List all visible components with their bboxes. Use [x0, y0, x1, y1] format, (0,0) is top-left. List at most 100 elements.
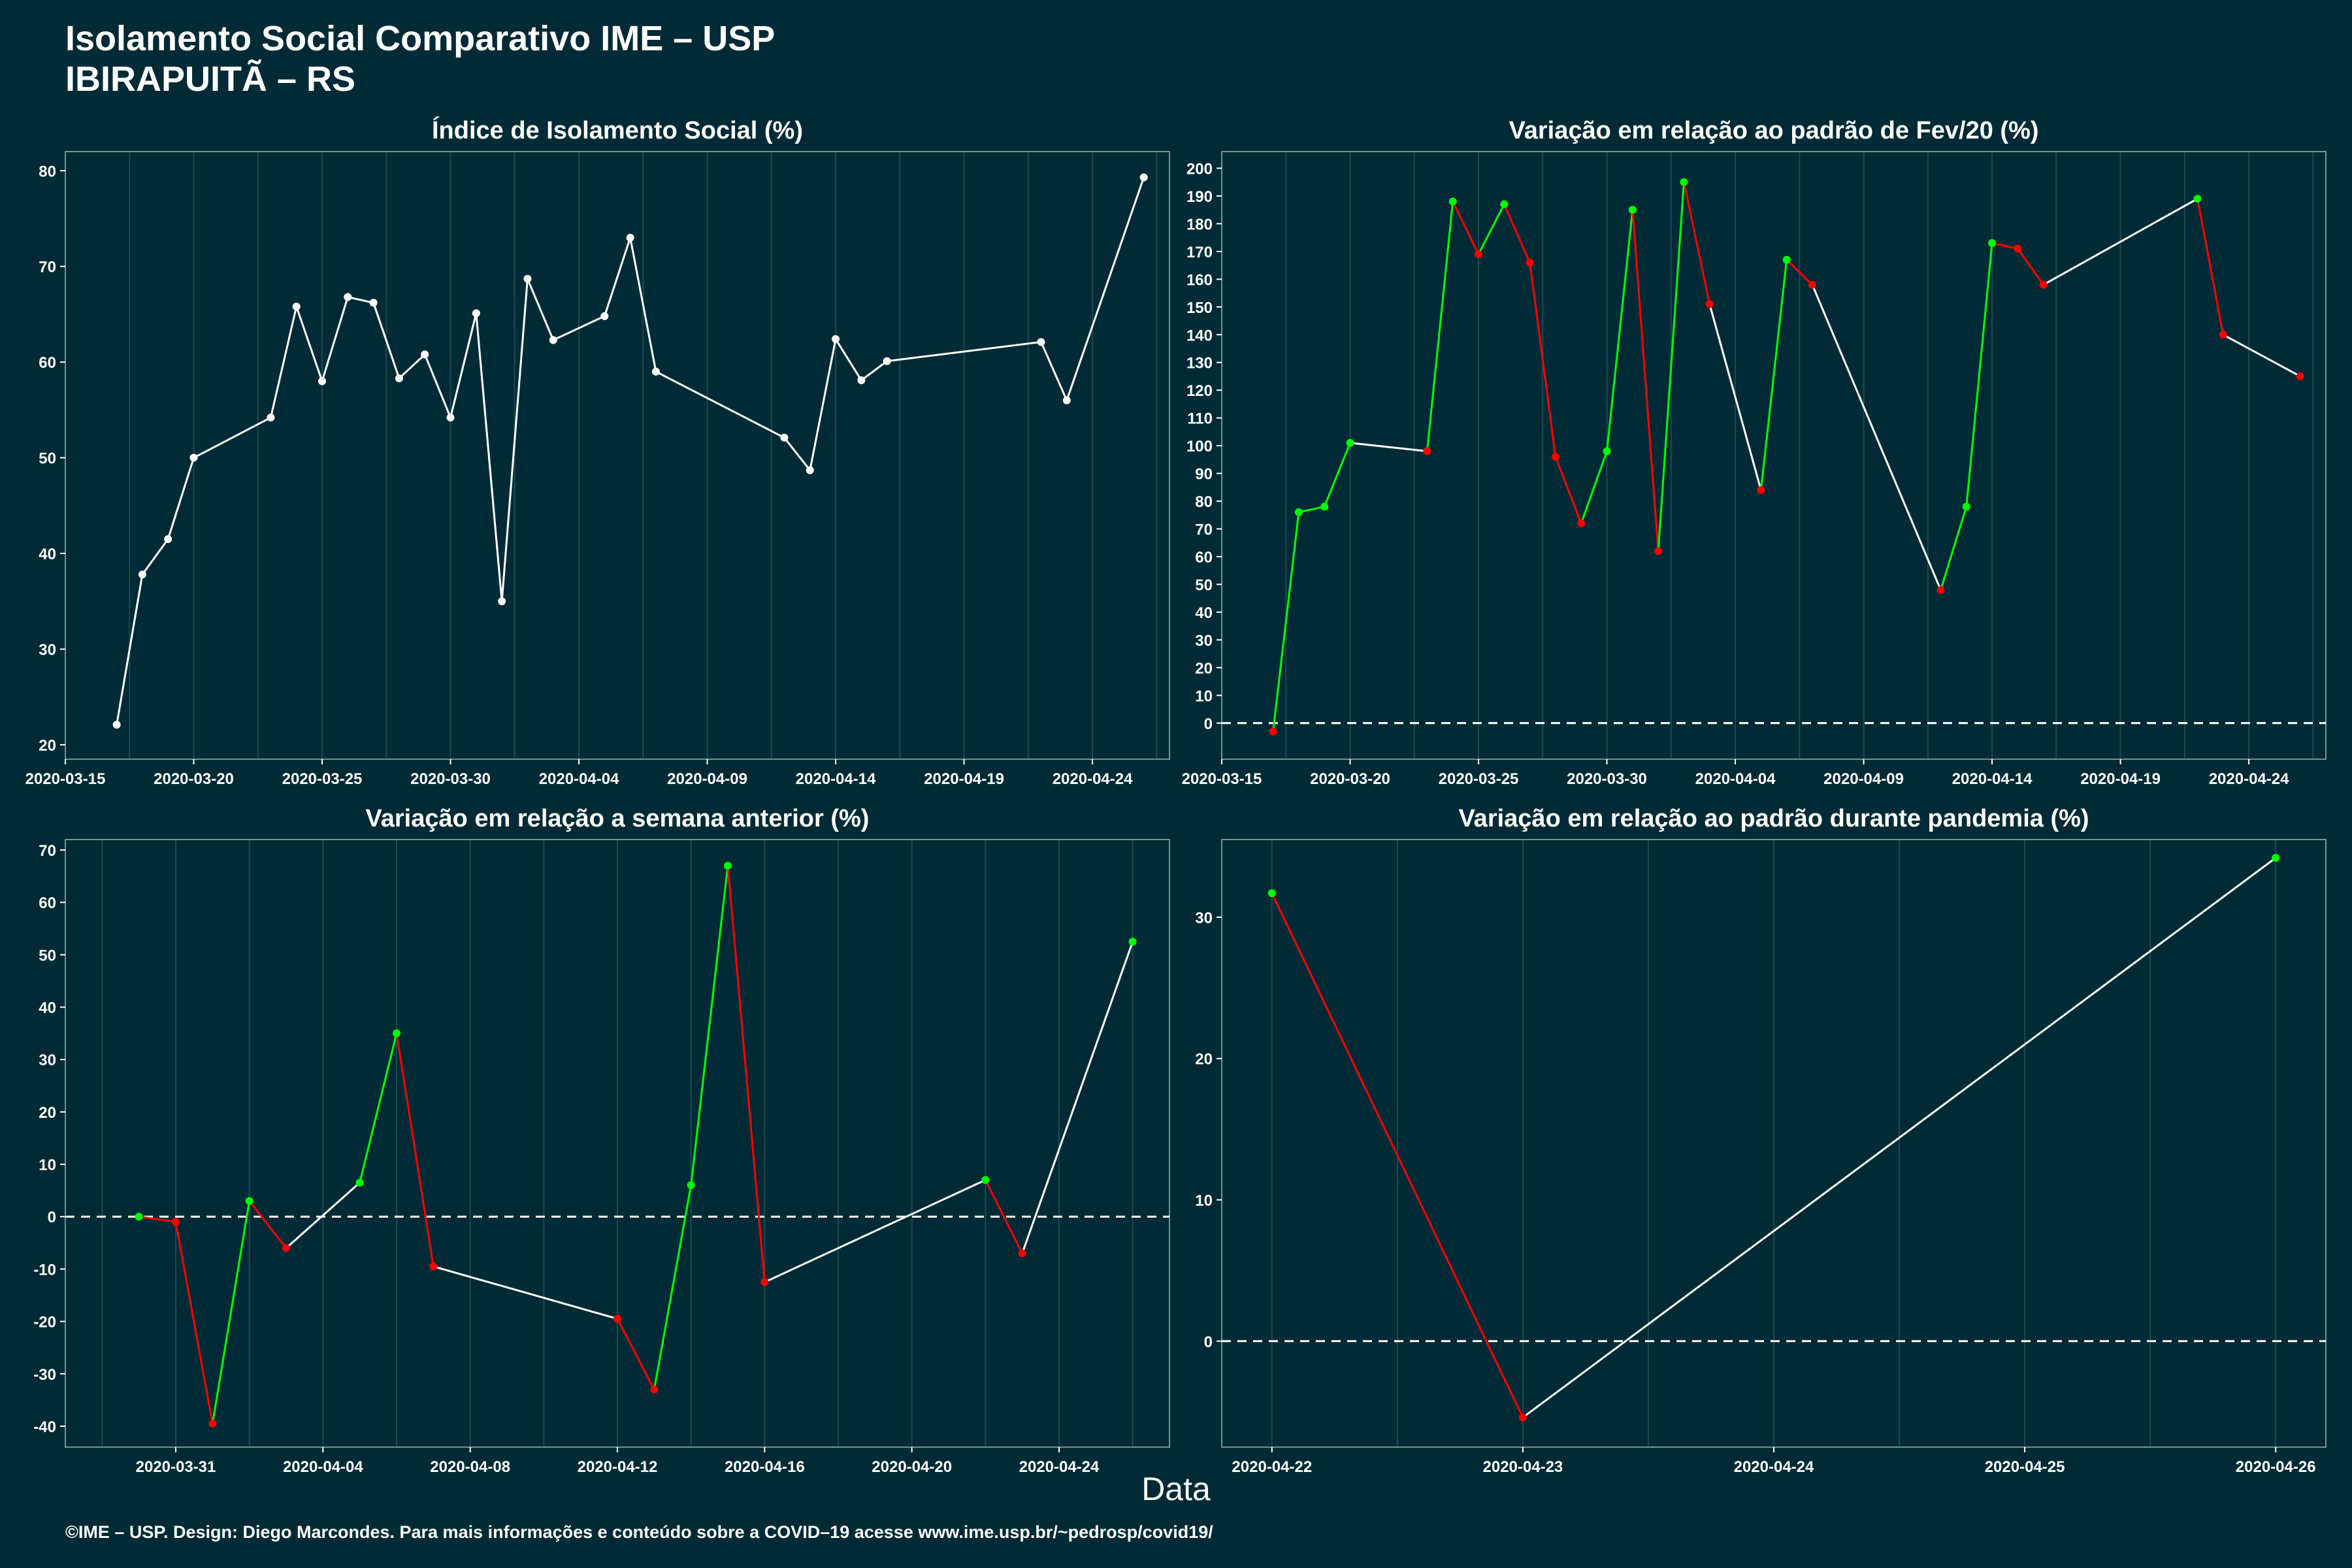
data-point — [724, 862, 732, 870]
series-segment — [2197, 198, 2225, 335]
data-point — [2219, 331, 2227, 339]
data-point — [245, 1197, 253, 1205]
x-tick-label: 2020-03-30 — [1567, 770, 1647, 788]
series-segment — [1811, 284, 1942, 591]
data-point — [2014, 244, 2022, 253]
panel-1: Índice de Isolamento Social (%) 20 30 40 50 6… — [25, 116, 1170, 788]
x-tick-label: 2020-04-22 — [1232, 1458, 1312, 1476]
footer-credits: ©IME – USP. Design: Diego Marcondes. Par… — [65, 1522, 1213, 1542]
series-segment — [1786, 259, 1813, 286]
y-tick-label: 170 — [1186, 244, 1213, 261]
y-tick-label: -20 — [33, 1314, 56, 1331]
series-segment — [193, 416, 272, 459]
x-tick-label: 2020-04-26 — [2236, 1458, 2316, 1476]
y-tick-label: 30 — [39, 1052, 56, 1070]
series-segment — [764, 1179, 986, 1283]
y-tick-label: 0 — [1204, 715, 1213, 733]
y-tick-label: 80 — [1195, 493, 1213, 511]
x-tick-label: 2020-04-24 — [1734, 1458, 1814, 1476]
series-segment — [1580, 451, 1608, 524]
data-point — [1269, 727, 1277, 736]
y-tick-label: 140 — [1186, 327, 1213, 344]
data-point — [523, 274, 532, 283]
series-segment — [248, 1200, 287, 1249]
x-tick-label: 2020-04-23 — [1483, 1458, 1563, 1476]
x-tick-label: 2020-04-19 — [924, 770, 1004, 788]
series-segment — [1606, 210, 1634, 451]
x-tick-label: 2020-04-24 — [2209, 770, 2289, 788]
y-tick-label: 80 — [39, 163, 56, 180]
series-segment — [1477, 203, 1505, 255]
data-point — [1128, 938, 1137, 946]
series-segment — [1554, 456, 1582, 524]
series-segment — [690, 865, 729, 1186]
y-tick-label: 30 — [39, 642, 56, 659]
data-point — [780, 433, 789, 442]
x-tick-label: 2020-04-09 — [1823, 770, 1904, 788]
series-segment — [783, 436, 811, 471]
series-segment — [359, 1033, 398, 1183]
series-segment — [1350, 442, 1428, 453]
x-tick-label: 2020-03-15 — [1182, 770, 1262, 788]
data-point — [1423, 447, 1431, 455]
x-tick-label: 2020-04-24 — [1053, 770, 1133, 788]
data-point — [421, 350, 429, 359]
panel-title: Índice de Isolamento Social (%) — [432, 116, 803, 144]
x-tick-label: 2020-04-08 — [430, 1458, 510, 1476]
data-point — [393, 1029, 400, 1037]
series-segment — [1426, 201, 1454, 451]
panel-title: Variação em relação a semana anterior (%… — [366, 805, 870, 832]
y-tick-label: 200 — [1186, 160, 1213, 178]
data-point — [1577, 519, 1586, 528]
data-point — [687, 1181, 695, 1190]
data-point — [1603, 447, 1611, 455]
data-point — [1551, 453, 1560, 461]
y-tick-label: 160 — [1186, 271, 1213, 289]
data-point — [981, 1176, 990, 1184]
series-segment — [141, 538, 169, 576]
series-segment — [1503, 204, 1531, 263]
series-segment — [449, 313, 478, 418]
series-segment — [295, 306, 323, 382]
data-point — [395, 374, 403, 383]
series-segment — [1021, 941, 1134, 1254]
data-point — [1988, 239, 1997, 248]
y-tick-label: 20 — [1195, 1051, 1213, 1068]
series-segment — [1682, 182, 1711, 304]
data-point — [1654, 547, 1663, 555]
data-point — [600, 312, 609, 320]
data-point — [1705, 300, 1714, 308]
series-segment — [1522, 857, 2277, 1418]
series-segment — [1040, 341, 1068, 401]
series-segment — [500, 278, 529, 602]
data-point — [832, 335, 840, 344]
data-point — [1139, 173, 1148, 182]
series-segment — [834, 338, 862, 381]
series-segment — [527, 278, 555, 341]
x-tick-label: 2020-04-12 — [578, 1458, 658, 1476]
series-segment — [1657, 182, 1685, 551]
data-point — [446, 414, 455, 422]
data-point — [355, 1179, 364, 1187]
x-tick-label: 2020-03-25 — [282, 770, 363, 788]
data-point — [857, 376, 866, 385]
y-tick-label: 190 — [1186, 188, 1213, 206]
series-segment — [269, 306, 298, 418]
series-segment — [321, 297, 349, 382]
series-segment — [860, 360, 888, 382]
x-tick-label: 2020-03-31 — [136, 1458, 216, 1476]
data-point — [883, 357, 891, 365]
data-point — [1526, 258, 1534, 267]
panel-frame — [1221, 151, 2327, 760]
data-point — [1782, 255, 1791, 264]
series-segment — [211, 1200, 251, 1424]
data-point — [498, 597, 506, 606]
panel-title: Variação em relação ao padrão durante pa… — [1458, 805, 2089, 832]
data-point — [2296, 372, 2304, 380]
series-segment — [1940, 506, 1968, 591]
panel-frame — [65, 151, 1170, 760]
series-segment — [1631, 210, 1659, 551]
data-point — [344, 293, 352, 301]
y-tick-label: 110 — [1187, 410, 1213, 428]
y-tick-label: -40 — [33, 1418, 56, 1436]
